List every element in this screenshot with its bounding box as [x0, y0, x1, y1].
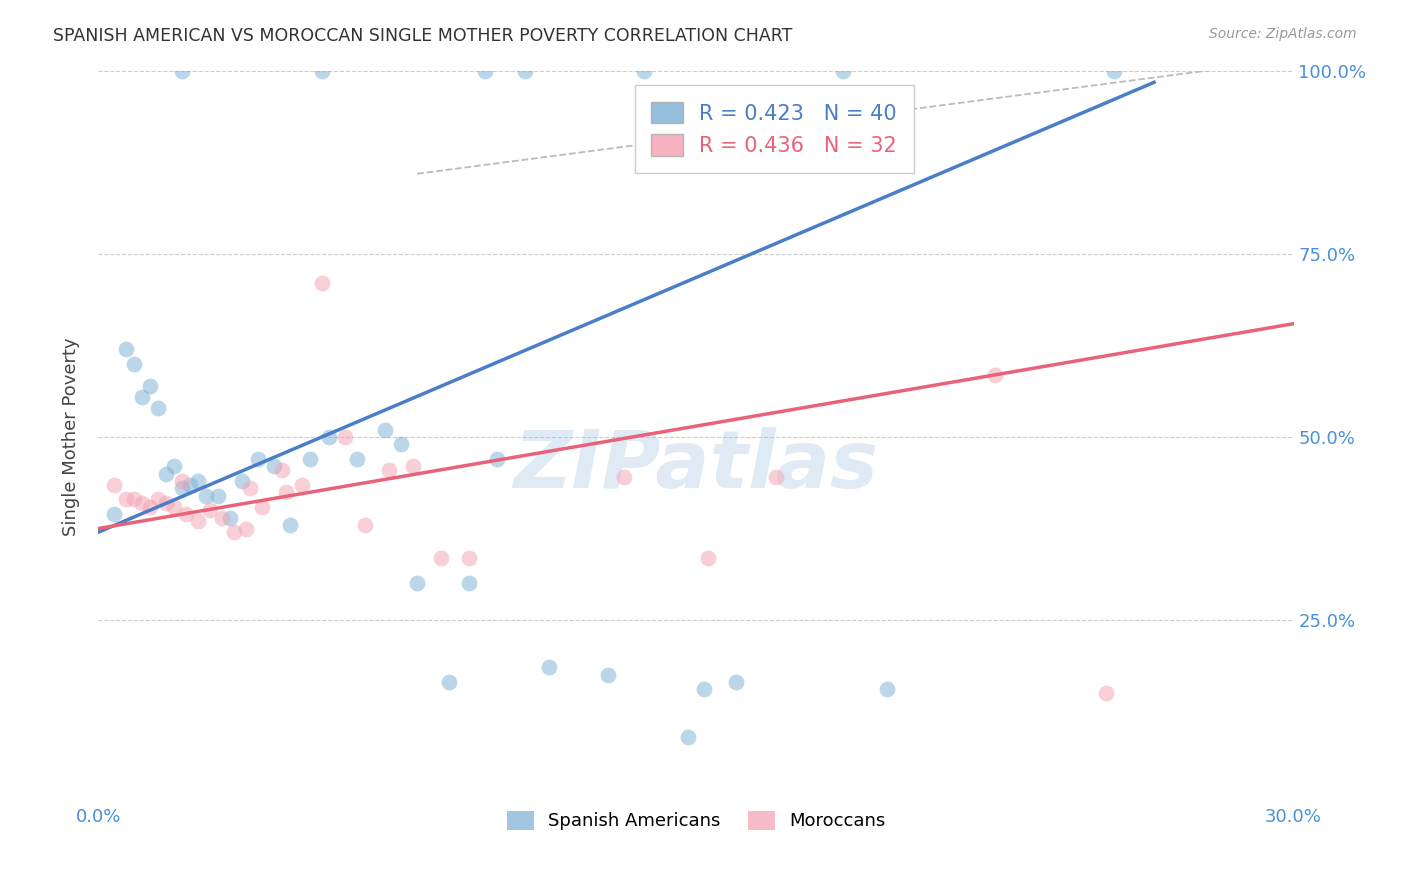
Moroccans: [131, 496, 153, 510]
Moroccans: [174, 507, 197, 521]
Moroccans: [697, 550, 720, 565]
Spanish Americans: [163, 459, 186, 474]
Spanish Americans: [318, 430, 340, 444]
Moroccans: [291, 477, 314, 491]
Moroccans: [335, 430, 357, 444]
Moroccans: [984, 368, 1007, 382]
Spanish Americans: [207, 489, 229, 503]
Spanish Americans: [537, 660, 560, 674]
Spanish Americans: [139, 379, 162, 393]
Spanish Americans: [219, 510, 242, 524]
Moroccans: [115, 492, 138, 507]
Spanish Americans: [172, 64, 194, 78]
Spanish Americans: [278, 517, 301, 532]
Moroccans: [235, 521, 257, 535]
Spanish Americans: [693, 682, 716, 697]
Spanish Americans: [195, 489, 218, 503]
Spanish Americans: [298, 452, 321, 467]
Spanish Americans: [676, 730, 699, 744]
Moroccans: [354, 517, 377, 532]
Spanish Americans: [115, 343, 138, 357]
Text: SPANISH AMERICAN VS MOROCCAN SINGLE MOTHER POVERTY CORRELATION CHART: SPANISH AMERICAN VS MOROCCAN SINGLE MOTH…: [53, 27, 793, 45]
Spanish Americans: [724, 675, 747, 690]
Spanish Americans: [406, 576, 429, 591]
Spanish Americans: [311, 64, 333, 78]
Spanish Americans: [103, 507, 125, 521]
Spanish Americans: [458, 576, 481, 591]
Moroccans: [378, 463, 401, 477]
Moroccans: [155, 496, 177, 510]
Moroccans: [1095, 686, 1118, 700]
Spanish Americans: [187, 474, 209, 488]
Moroccans: [765, 470, 787, 484]
Moroccans: [222, 525, 245, 540]
Spanish Americans: [876, 682, 898, 697]
Moroccans: [613, 470, 636, 484]
Spanish Americans: [148, 401, 170, 415]
Spanish Americans: [832, 64, 855, 78]
Moroccans: [430, 550, 453, 565]
Moroccans: [311, 277, 333, 291]
Moroccans: [163, 500, 186, 514]
Text: ZIPatlas: ZIPatlas: [513, 427, 879, 506]
Text: Source: ZipAtlas.com: Source: ZipAtlas.com: [1209, 27, 1357, 41]
Spanish Americans: [485, 452, 508, 467]
Moroccans: [198, 503, 221, 517]
Moroccans: [139, 500, 162, 514]
Spanish Americans: [246, 452, 269, 467]
Moroccans: [402, 459, 425, 474]
Spanish Americans: [389, 437, 412, 451]
Legend: Spanish Americans, Moroccans: Spanish Americans, Moroccans: [499, 804, 893, 838]
Spanish Americans: [633, 64, 655, 78]
Spanish Americans: [437, 675, 460, 690]
Moroccans: [274, 485, 297, 500]
Moroccans: [103, 477, 125, 491]
Spanish Americans: [513, 64, 536, 78]
Moroccans: [124, 492, 146, 507]
Spanish Americans: [263, 459, 285, 474]
Moroccans: [172, 474, 194, 488]
Spanish Americans: [231, 474, 253, 488]
Spanish Americans: [346, 452, 368, 467]
Moroccans: [458, 550, 481, 565]
Moroccans: [270, 463, 292, 477]
Spanish Americans: [155, 467, 177, 481]
Y-axis label: Single Mother Poverty: Single Mother Poverty: [62, 338, 80, 536]
Spanish Americans: [374, 423, 396, 437]
Spanish Americans: [1104, 64, 1126, 78]
Moroccans: [187, 514, 209, 528]
Spanish Americans: [124, 357, 146, 371]
Spanish Americans: [172, 481, 194, 495]
Spanish Americans: [131, 390, 153, 404]
Spanish Americans: [598, 667, 620, 681]
Spanish Americans: [474, 64, 496, 78]
Moroccans: [239, 481, 262, 495]
Moroccans: [250, 500, 273, 514]
Spanish Americans: [179, 477, 201, 491]
Moroccans: [148, 492, 170, 507]
Moroccans: [211, 510, 233, 524]
